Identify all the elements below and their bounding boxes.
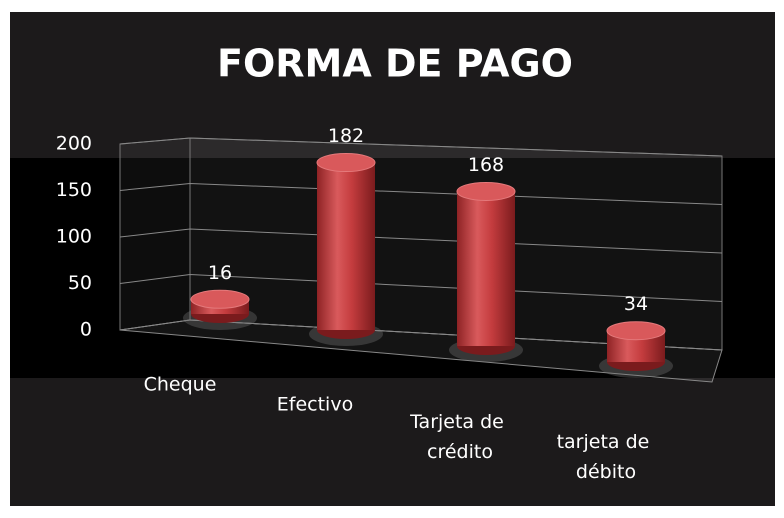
data-label: 182 <box>328 125 364 147</box>
y-tick-label: 0 <box>80 319 92 341</box>
grid-line <box>119 182 723 205</box>
y-tick-label: 150 <box>56 179 92 201</box>
grid-line <box>119 137 723 157</box>
bar <box>457 191 515 346</box>
back-wall <box>189 137 723 351</box>
data-label: 34 <box>624 293 648 315</box>
grid-line <box>119 273 723 302</box>
y-tick-label: 200 <box>56 133 92 155</box>
bar-top <box>316 153 376 173</box>
x-tick-label: tarjeta de débito <box>557 431 656 483</box>
bar-top <box>456 181 516 201</box>
x-tick-label: Efectivo <box>277 394 353 416</box>
y-tick-label: 100 <box>56 226 92 248</box>
bar-top <box>606 321 666 341</box>
side-wall <box>119 137 191 331</box>
x-tick-label: Cheque <box>144 374 217 396</box>
y-tick-label: 50 <box>68 272 92 294</box>
data-label: 16 <box>208 262 232 284</box>
grid-line <box>119 319 723 351</box>
data-label: 168 <box>468 154 504 176</box>
bar-top <box>190 289 250 309</box>
chart-title: FORMA DE PAGO <box>217 42 573 86</box>
grid-line <box>119 228 723 254</box>
x-tick-label: Tarjeta de crédito <box>409 411 510 463</box>
bar <box>317 162 375 330</box>
